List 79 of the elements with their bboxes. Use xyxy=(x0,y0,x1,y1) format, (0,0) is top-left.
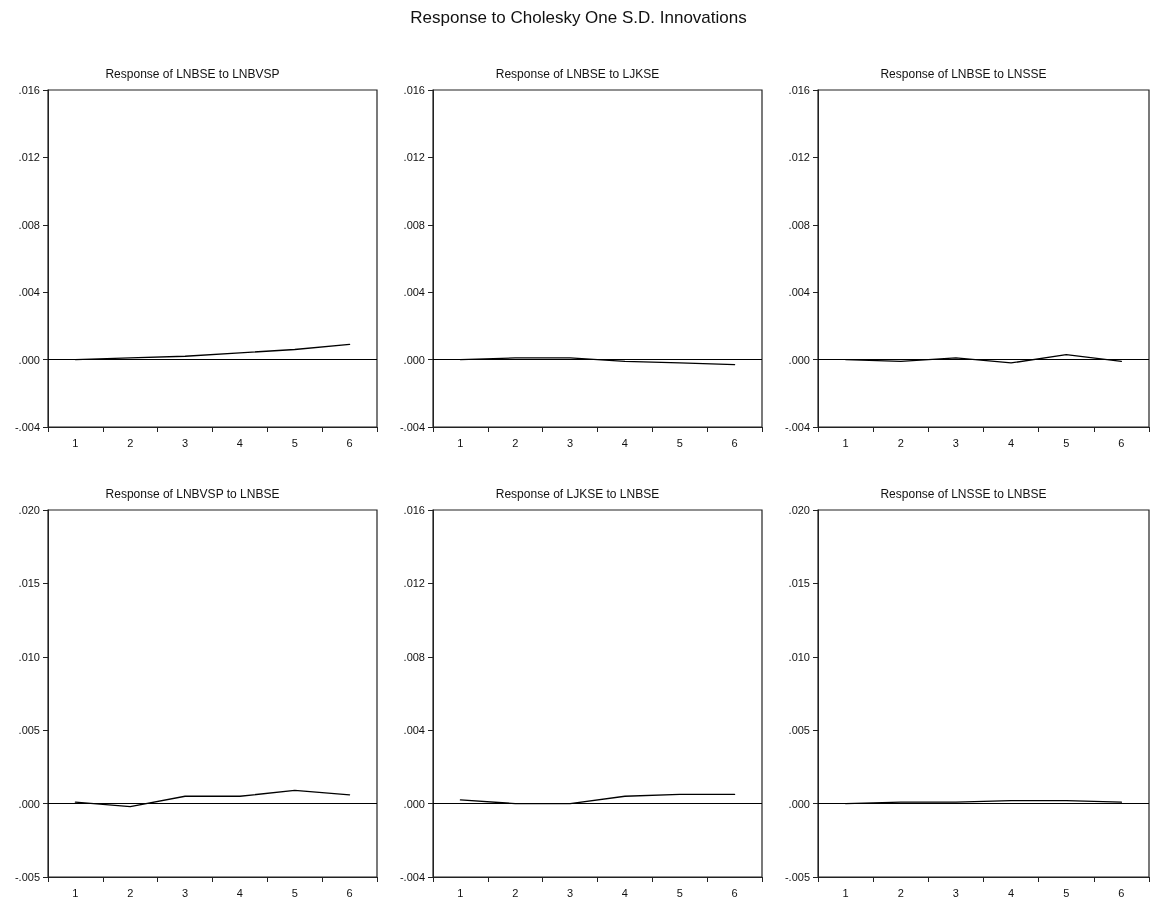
x-tick-label: 2 xyxy=(127,886,134,899)
x-tick-label: 3 xyxy=(182,886,189,899)
x-tick-label: 2 xyxy=(512,886,519,899)
y-tick-label: .010 xyxy=(788,650,810,663)
x-tick-label: 2 xyxy=(512,436,519,449)
y-tick-label: .004 xyxy=(403,724,425,737)
x-tick-label: 4 xyxy=(236,886,243,899)
x-tick-label: 5 xyxy=(1063,436,1070,449)
x-tick-label: 5 xyxy=(676,436,683,449)
y-tick-label: .000 xyxy=(18,797,40,810)
y-tick-label: -.004 xyxy=(14,421,40,433)
y-tick-label: .020 xyxy=(788,504,810,516)
y-tick-label: .012 xyxy=(403,151,425,164)
chart-title: Response of LNBSE to LNBVSP xyxy=(105,67,280,81)
y-tick-label: .000 xyxy=(403,797,425,810)
x-tick-label: 2 xyxy=(127,436,134,449)
y-tick-label: .016 xyxy=(403,84,425,96)
x-tick-label: 6 xyxy=(731,886,738,899)
x-tick-label: 5 xyxy=(676,886,683,899)
y-tick-label: .005 xyxy=(788,724,810,737)
x-tick-label: 6 xyxy=(346,886,353,899)
y-tick-label: -.005 xyxy=(14,871,40,883)
x-tick-label: 6 xyxy=(1118,886,1125,899)
y-tick-label: .015 xyxy=(788,577,810,590)
y-tick-label: .012 xyxy=(18,151,40,164)
x-tick-label: 1 xyxy=(842,886,849,899)
y-tick-label: .012 xyxy=(788,151,810,164)
y-tick-label: .016 xyxy=(403,504,425,516)
x-tick-label: 3 xyxy=(952,436,959,449)
y-tick-label: .000 xyxy=(403,353,425,366)
x-tick-label: 2 xyxy=(897,886,904,899)
x-tick-label: 4 xyxy=(621,886,628,899)
y-tick-label: -.004 xyxy=(784,421,810,433)
y-tick-label: -.004 xyxy=(399,871,425,883)
y-tick-label: .004 xyxy=(788,286,810,299)
y-tick-label: .012 xyxy=(403,577,425,590)
x-tick-label: 1 xyxy=(457,436,464,449)
chart-title: Response of LNBSE to LJKSE xyxy=(495,67,660,81)
x-tick-label: 2 xyxy=(897,436,904,449)
x-tick-label: 1 xyxy=(72,436,79,449)
x-tick-label: 5 xyxy=(291,886,298,899)
x-tick-label: 3 xyxy=(952,886,959,899)
x-tick-label: 3 xyxy=(567,886,574,899)
x-tick-label: 4 xyxy=(621,436,628,449)
chart-title: Response of LNBSE to LNSSE xyxy=(880,67,1047,81)
x-tick-label: 5 xyxy=(291,436,298,449)
y-tick-label: -.005 xyxy=(784,871,810,883)
y-tick-label: .000 xyxy=(18,353,40,366)
x-tick-label: 1 xyxy=(842,436,849,449)
chart-title: Response of LNSSE to LNBSE xyxy=(880,487,1047,501)
text: Response to Cholesky One S.D. Innovations xyxy=(409,8,748,28)
x-tick-label: 5 xyxy=(1063,886,1070,899)
y-tick-label: .004 xyxy=(403,286,425,299)
chart-title: Response of LJKSE to LNBSE xyxy=(495,487,660,501)
y-tick-label: .016 xyxy=(788,84,810,96)
y-tick-label: .005 xyxy=(18,724,40,737)
x-tick-label: 3 xyxy=(182,436,189,449)
y-tick-label: .008 xyxy=(403,218,425,231)
y-tick-label: .008 xyxy=(403,650,425,663)
x-tick-label: 6 xyxy=(1118,436,1125,449)
x-tick-label: 4 xyxy=(236,436,243,449)
x-tick-label: 4 xyxy=(1008,886,1015,899)
x-tick-label: 4 xyxy=(1008,436,1015,449)
y-tick-label: .010 xyxy=(18,650,40,663)
x-tick-label: 1 xyxy=(457,886,464,899)
chart-title: Response of LNBVSP to LNBSE xyxy=(105,487,280,501)
x-tick-label: 1 xyxy=(72,886,79,899)
x-tick-label: 3 xyxy=(567,436,574,449)
y-tick-label: .004 xyxy=(18,286,40,299)
y-tick-label: .015 xyxy=(18,577,40,590)
y-tick-label: .008 xyxy=(18,218,40,231)
y-tick-label: .020 xyxy=(18,504,40,516)
x-tick-label: 6 xyxy=(346,436,353,449)
y-tick-label: .008 xyxy=(788,218,810,231)
y-tick-label: .016 xyxy=(18,84,40,96)
y-tick-label: .000 xyxy=(788,797,810,810)
x-tick-label: 6 xyxy=(731,436,738,449)
y-tick-label: .000 xyxy=(788,353,810,366)
y-tick-label: -.004 xyxy=(399,421,425,433)
